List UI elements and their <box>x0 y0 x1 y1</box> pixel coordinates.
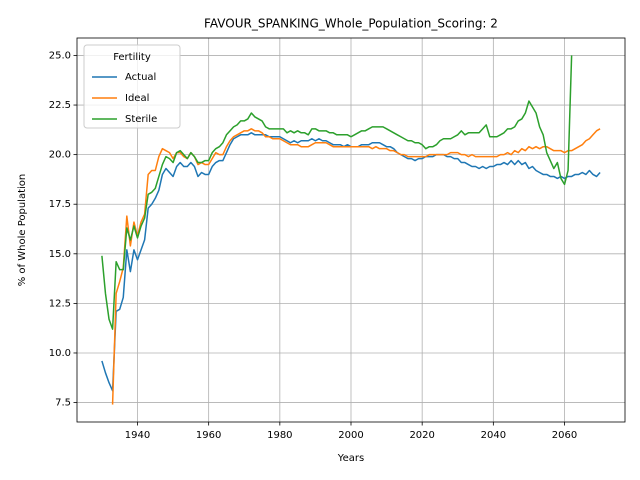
x-tick-label: 2040 <box>481 430 506 441</box>
y-tick-label: 22.5 <box>49 100 71 111</box>
legend: Fertility Actual Ideal Sterile <box>83 44 181 129</box>
axes-frame <box>76 37 626 423</box>
chart-title: FAVOUR_SPANKING_Whole_Population_Scoring… <box>204 17 498 31</box>
legend-label: Actual <box>125 72 156 83</box>
line-series <box>101 55 573 330</box>
y-tick-label: 17.5 <box>49 199 71 210</box>
x-tick-label: 1940 <box>125 430 150 441</box>
x-tick-label: 2000 <box>338 430 363 441</box>
y-tick-label: 7.5 <box>55 398 71 409</box>
legend-label: Ideal <box>125 93 149 104</box>
legend-label: Sterile <box>125 114 157 125</box>
x-tick-label: 1960 <box>196 430 221 441</box>
y-axis-label: % of Whole Population <box>17 174 28 287</box>
x-tick-label: 1980 <box>267 430 292 441</box>
legend-title: Fertility <box>113 52 151 63</box>
y-tick-label: 12.5 <box>49 298 71 309</box>
y-tick-label: 10.0 <box>49 348 71 359</box>
legend-box <box>83 44 181 129</box>
x-axis-label: Years <box>337 453 364 464</box>
x-tick-label: 2060 <box>552 430 577 441</box>
y-tick-label: 20.0 <box>49 150 71 161</box>
y-tick-label: 15.0 <box>49 249 71 260</box>
y-tick-label: 25.0 <box>49 50 71 61</box>
x-tick-label: 2020 <box>409 430 434 441</box>
